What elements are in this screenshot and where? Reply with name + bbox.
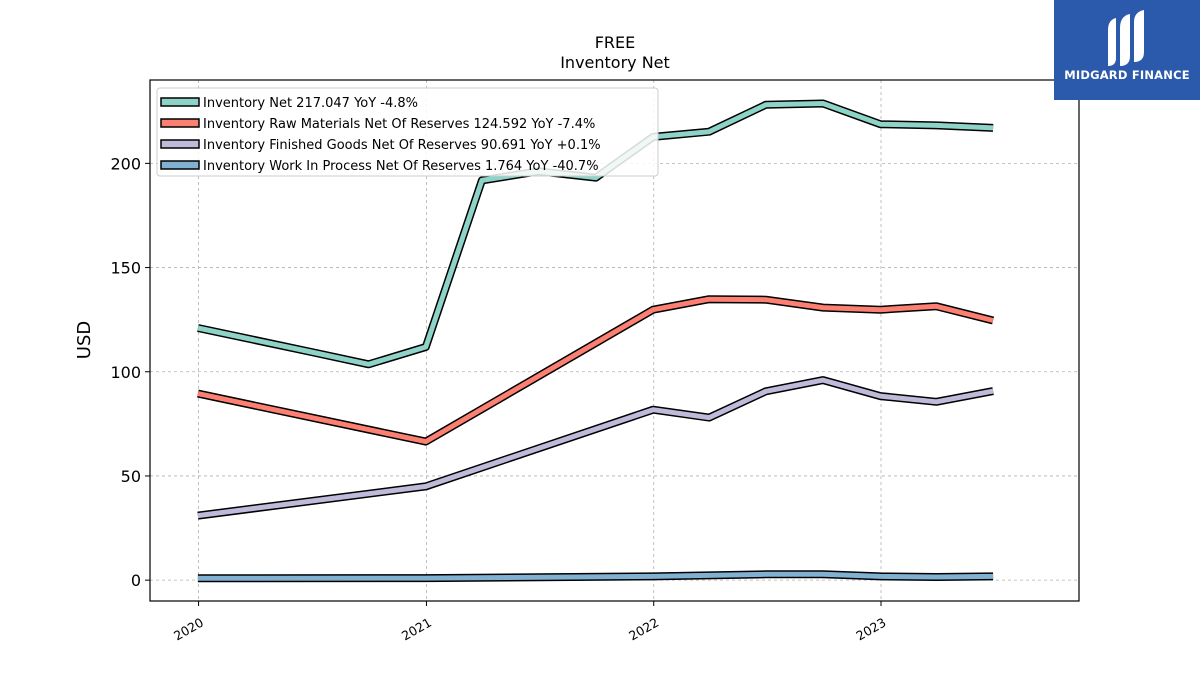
series-layer	[197, 99, 995, 583]
legend-label: Inventory Raw Materials Net Of Reserves …	[203, 117, 595, 132]
legend-swatch	[160, 139, 200, 149]
series-line-2	[197, 296, 994, 445]
chart-subtitle: Inventory Net	[560, 53, 670, 72]
legend-swatch	[160, 160, 200, 170]
y-axis-label: USD	[74, 321, 95, 359]
y-tick-label: 100	[110, 363, 141, 382]
brand-logo: MIDGARD FINANCE	[1054, 0, 1200, 100]
y-tick-label: 0	[131, 571, 141, 590]
logo-text: MIDGARD FINANCE	[1064, 68, 1190, 82]
legend-label: Inventory Finished Goods Net Of Reserves…	[203, 138, 601, 153]
series-line-3	[197, 377, 994, 519]
y-tick-label: 50	[121, 467, 141, 486]
x-tick-label: 2022	[626, 615, 661, 644]
y-tick-label: 200	[110, 154, 141, 173]
legend-swatch	[160, 97, 200, 107]
chart-title: FREE	[595, 33, 636, 52]
legend-label: Inventory Work In Process Net Of Reserve…	[203, 159, 599, 174]
x-tick-label: 2021	[399, 615, 434, 644]
legend-label: Inventory Net 217.047 YoY -4.8%	[203, 96, 418, 111]
logo-mark-icon	[1108, 10, 1144, 66]
legend-swatch	[160, 118, 200, 128]
series-line-4	[197, 571, 994, 581]
y-tick-label: 150	[110, 259, 141, 278]
plot-frame	[149, 79, 1080, 602]
x-tick-label: 2023	[853, 615, 888, 644]
legend[interactable]: Inventory Net 217.047 YoY -4.8% Inventory…	[156, 87, 659, 177]
series-line-outline	[197, 376, 994, 520]
x-tick-label: 2020	[171, 615, 206, 644]
legend-box	[156, 87, 659, 177]
